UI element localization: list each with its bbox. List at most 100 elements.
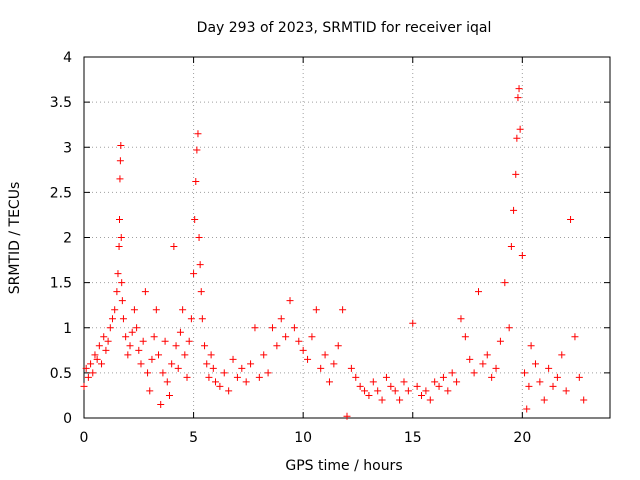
data-point — [409, 319, 417, 327]
data-point — [575, 373, 583, 381]
data-point — [191, 215, 199, 223]
data-point — [496, 337, 504, 345]
data-point — [168, 360, 176, 368]
data-point — [150, 333, 158, 341]
data-point — [439, 373, 447, 381]
data-point — [531, 360, 539, 368]
y-axis-label: SRMTID / TECUs — [7, 182, 23, 295]
data-point — [321, 351, 329, 359]
data-point — [343, 412, 351, 420]
y-tick-label: 0.5 — [50, 366, 72, 382]
data-point — [422, 387, 430, 395]
x-tick-label: 5 — [189, 430, 198, 446]
data-point — [501, 279, 509, 287]
data-point — [426, 396, 434, 404]
data-point — [225, 387, 233, 395]
data-point — [507, 243, 515, 251]
data-point — [116, 175, 124, 183]
data-point — [102, 346, 110, 354]
data-point — [174, 364, 182, 372]
y-tick-label: 3.5 — [50, 95, 72, 111]
data-point — [369, 378, 377, 386]
y-tick-label: 4 — [63, 50, 72, 66]
data-point — [135, 346, 143, 354]
data-point — [382, 373, 390, 381]
data-point — [216, 382, 224, 390]
data-point — [470, 369, 478, 377]
data-point — [488, 373, 496, 381]
data-point — [133, 324, 141, 332]
data-point — [192, 178, 200, 186]
data-point — [155, 351, 163, 359]
data-point — [515, 85, 523, 93]
data-point — [523, 405, 531, 413]
data-point — [444, 387, 452, 395]
data-point — [505, 324, 513, 332]
data-point — [378, 396, 386, 404]
data-point — [545, 364, 553, 372]
data-point — [187, 315, 195, 323]
data-point — [431, 378, 439, 386]
data-point — [255, 373, 263, 381]
data-point — [396, 396, 404, 404]
data-point — [295, 337, 303, 345]
data-point — [527, 342, 535, 350]
data-point — [118, 297, 126, 305]
x-tick-label: 15 — [404, 430, 422, 446]
data-point — [317, 364, 325, 372]
data-point — [304, 355, 312, 363]
y-tick-label: 1 — [63, 321, 72, 337]
data-point — [540, 396, 548, 404]
data-point — [536, 378, 544, 386]
data-point — [277, 315, 285, 323]
data-point — [100, 333, 108, 341]
data-point — [229, 355, 237, 363]
data-point — [513, 134, 521, 142]
data-point — [108, 315, 116, 323]
data-point — [126, 342, 134, 350]
data-point — [251, 324, 259, 332]
data-point — [198, 315, 206, 323]
data-point — [247, 360, 255, 368]
data-point — [290, 324, 298, 332]
data-point — [122, 333, 130, 341]
data-point — [264, 369, 272, 377]
data-point — [299, 346, 307, 354]
data-point — [84, 373, 92, 381]
data-point — [361, 387, 369, 395]
data-point — [197, 288, 205, 296]
data-point — [179, 306, 187, 314]
data-point — [562, 387, 570, 395]
data-point — [365, 391, 373, 399]
data-point — [273, 342, 281, 350]
data-point — [98, 360, 106, 368]
data-point — [418, 391, 426, 399]
data-point — [413, 382, 421, 390]
data-point — [130, 306, 138, 314]
data-point — [242, 378, 250, 386]
data-point — [117, 141, 125, 149]
data-point — [163, 378, 171, 386]
data-point — [80, 382, 88, 390]
data-point — [518, 252, 526, 260]
data-point — [549, 382, 557, 390]
data-point — [93, 355, 101, 363]
data-point — [308, 333, 316, 341]
data-point — [233, 373, 241, 381]
data-point — [183, 373, 191, 381]
data-point — [521, 369, 529, 377]
data-point — [117, 234, 125, 241]
y-tick-label: 1.5 — [50, 276, 72, 292]
y-tick-label: 2 — [63, 231, 72, 247]
data-point — [553, 373, 561, 381]
data-point — [190, 270, 198, 278]
data-point — [113, 288, 121, 296]
data-point — [374, 387, 382, 395]
data-point — [87, 360, 95, 368]
data-point — [165, 391, 173, 399]
data-point — [144, 369, 152, 377]
data-point — [207, 351, 215, 359]
data-point — [212, 378, 219, 386]
data-point — [512, 170, 520, 178]
data-point — [115, 243, 123, 251]
